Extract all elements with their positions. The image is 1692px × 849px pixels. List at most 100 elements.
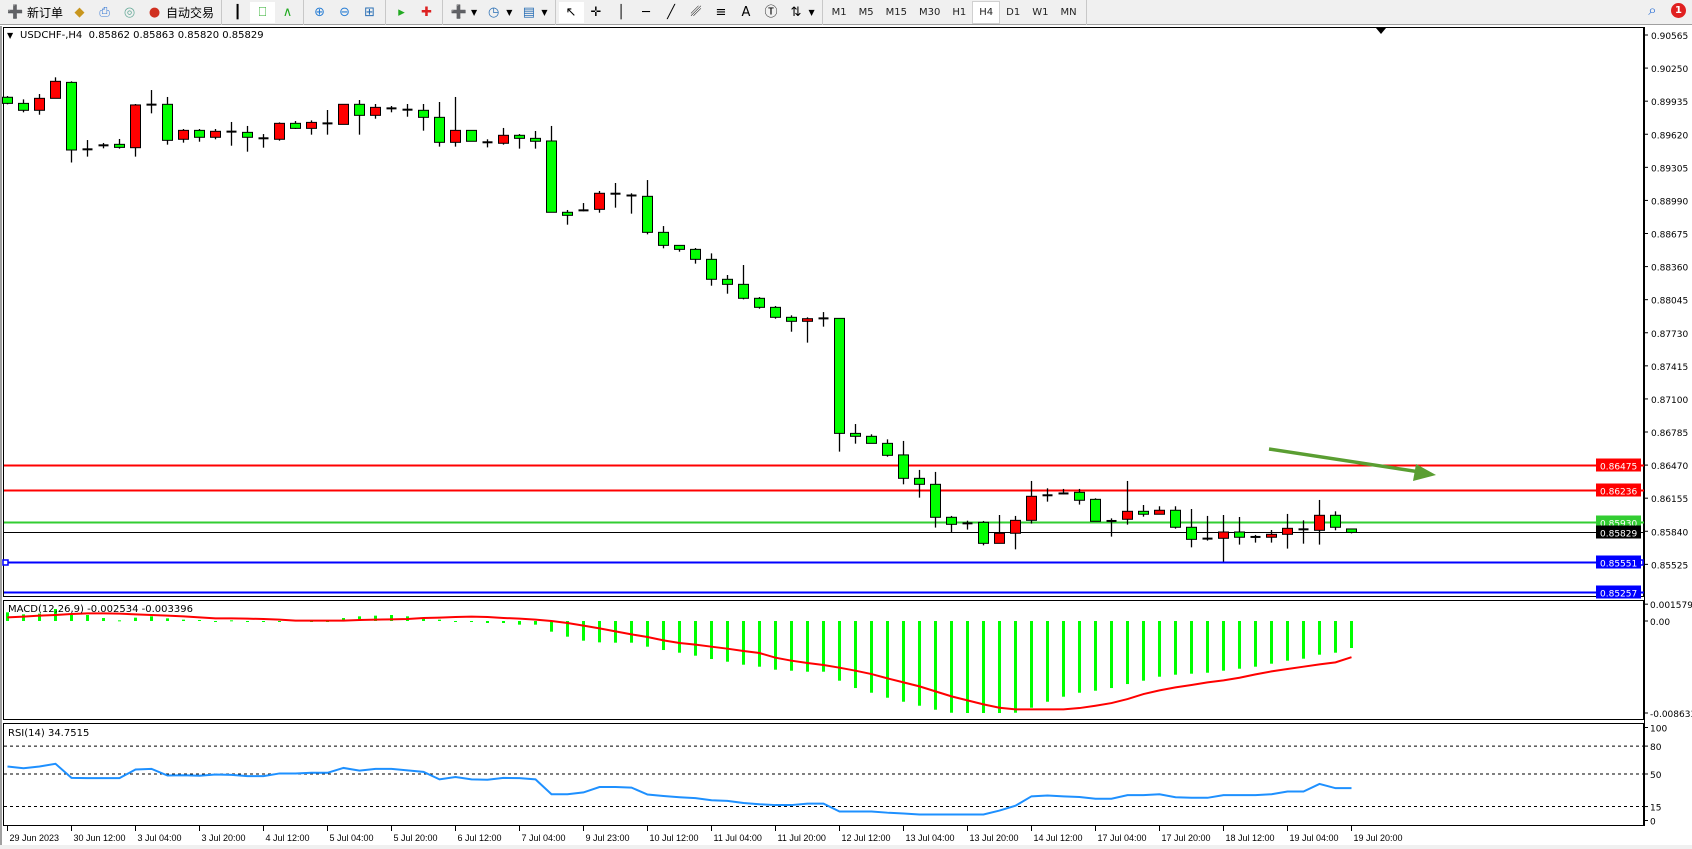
macd-histogram-bar — [1078, 621, 1081, 693]
price-tick-label: 0.87415 — [1651, 363, 1688, 373]
candle — [882, 439, 893, 457]
timeframe-mn[interactable]: MN — [1060, 6, 1077, 18]
autoscroll-button[interactable]: ▸ — [389, 2, 414, 23]
candle-body-bear — [882, 442, 893, 456]
line-chart-icon: ∧ — [282, 4, 293, 20]
candle-body-bear — [850, 432, 861, 437]
channel-button[interactable]: ␥ — [684, 2, 709, 23]
candle — [898, 440, 909, 485]
macd-indicator: 0.001579 0.00 -0.008633 — [6, 601, 1692, 720]
search-icon[interactable]: ⌕ — [1648, 1, 1657, 19]
collapse-triangle-icon[interactable]: ▼ — [7, 31, 14, 40]
trend-arrow[interactable] — [1268, 447, 1436, 481]
chart-shift-button[interactable]: ✚ — [414, 2, 439, 23]
line-chart-button[interactable]: ∧ — [275, 2, 300, 23]
candle — [1234, 516, 1245, 545]
macd-histogram-bar — [566, 621, 569, 637]
macd-histogram-bar — [870, 621, 873, 693]
arrow-line[interactable] — [1268, 447, 1421, 474]
candle-body-bear — [1330, 514, 1341, 528]
candle-body-bear — [914, 477, 925, 485]
candle-body-bear — [546, 140, 557, 213]
zoom-in-button[interactable]: ⊕ — [307, 2, 332, 23]
indicators-button[interactable]: ➕ ▼ — [446, 2, 481, 23]
new-order-button[interactable]: ➕ 新订单 — [3, 2, 67, 23]
text-button[interactable]: A — [734, 2, 759, 23]
navigator-button[interactable]: ◆ — [67, 2, 92, 23]
vertical-line-button[interactable]: │ — [609, 2, 634, 23]
candle-body-bear — [162, 103, 173, 141]
price-pane[interactable] — [3, 27, 1644, 597]
candle-body-bull — [210, 130, 221, 138]
candle — [850, 424, 861, 444]
candle-body-bear — [898, 454, 909, 479]
history-button[interactable]: ⎙ — [92, 2, 117, 23]
macd-histogram-bar — [1270, 621, 1273, 664]
templates-button[interactable]: ▤ ▼ — [516, 2, 551, 23]
horizontal-lines — [2, 464, 1644, 594]
price-line-label: 0.85829 — [1600, 530, 1637, 540]
signals-button[interactable]: ◎ — [117, 2, 142, 23]
candle — [386, 106, 397, 113]
chart-shift-marker-icon[interactable] — [1376, 28, 1386, 34]
timeframe-w1[interactable]: W1 — [1032, 6, 1049, 18]
macd-histogram-bar — [518, 621, 521, 625]
timeframe-h1[interactable]: H1 — [952, 6, 967, 18]
fibonacci-icon: ≡ — [715, 4, 727, 20]
timeframe-h4[interactable]: H4 — [972, 0, 1001, 24]
candle — [866, 434, 877, 444]
window-edge — [0, 26, 2, 849]
trendline-button[interactable]: ╱ — [659, 2, 684, 23]
timeframe-m30[interactable]: M30 — [919, 6, 941, 18]
rsi-tick-label: 0 — [1650, 818, 1656, 828]
macd-histogram-bar — [1174, 621, 1177, 675]
tile-windows-button[interactable]: ⊞ — [357, 2, 382, 23]
time-tick-label: 3 Jul 20:00 — [202, 833, 246, 843]
time-tick-label: 13 Jul 20:00 — [970, 833, 1019, 843]
candle-body-bull — [306, 121, 317, 129]
time-axis[interactable]: 29 Jun 2023 30 Jun 12:00 3 Jul 04:00 3 Jul … — [0, 826, 1692, 849]
arrows-button[interactable]: ⇅ ▼ — [784, 2, 819, 23]
candle-body-bull — [1266, 533, 1277, 538]
macd-histogram-bar — [278, 621, 281, 622]
text-icon: A — [741, 4, 751, 20]
candle — [594, 190, 605, 213]
price-tick-label: 0.86785 — [1651, 429, 1688, 439]
chevron-down-icon: ▼ — [808, 7, 815, 17]
macd-histogram-bar — [1110, 621, 1113, 689]
timeframe-m5[interactable]: M5 — [858, 6, 874, 18]
macd-signal-line — [7, 612, 1352, 711]
macd-histogram-bar — [198, 619, 201, 621]
horizontal-line-button[interactable]: ─ — [634, 2, 659, 23]
line-handle-icon[interactable] — [2, 559, 9, 566]
macd-histogram-bar — [598, 621, 601, 643]
price-tick-label: 0.87100 — [1651, 396, 1688, 406]
auto-trading-button[interactable]: ● 自动交易 — [142, 2, 218, 23]
zoom-out-button[interactable]: ⊖ — [332, 2, 357, 23]
cursor-button[interactable]: ↖ — [558, 1, 584, 23]
zoom-out-icon: ⊖ — [339, 4, 350, 20]
time-tick-label: 13 Jul 04:00 — [906, 833, 955, 843]
bar-chart-button[interactable]: ┃ — [225, 2, 250, 23]
macd-histogram-bar — [422, 617, 425, 621]
toolbar-group-trading: ➕ 新订单 ◆ ⎙ ◎ ● 自动交易 — [0, 0, 223, 25]
timeframe-d1[interactable]: D1 — [1006, 6, 1021, 18]
macd-histogram-bar — [150, 616, 153, 621]
price-axis[interactable]: 0.90565 0.90250 0.89935 0.89620 0.89305 0.889… — [1644, 27, 1688, 826]
macd-histogram-bar — [230, 620, 233, 622]
template-icon: ▤ — [522, 4, 535, 20]
timeframe-m15[interactable]: M15 — [885, 6, 908, 18]
text-label-button[interactable]: Ⓣ — [759, 2, 784, 23]
candlestick-button[interactable]: ⎕ — [250, 1, 276, 23]
fibonacci-button[interactable]: ≡ — [709, 2, 734, 23]
chevron-down-icon: ▼ — [541, 7, 548, 17]
candle-body-bear — [514, 134, 525, 139]
periods-button[interactable]: ◷ ▼ — [481, 2, 516, 23]
crosshair-button[interactable]: ✛ — [584, 2, 609, 23]
time-tick-label: 11 Jul 04:00 — [714, 833, 762, 843]
candle — [1042, 488, 1053, 502]
timeframe-m1[interactable]: M1 — [831, 6, 847, 18]
notification-badge[interactable]: 1 — [1671, 3, 1686, 18]
candle-body-bull — [594, 192, 605, 210]
